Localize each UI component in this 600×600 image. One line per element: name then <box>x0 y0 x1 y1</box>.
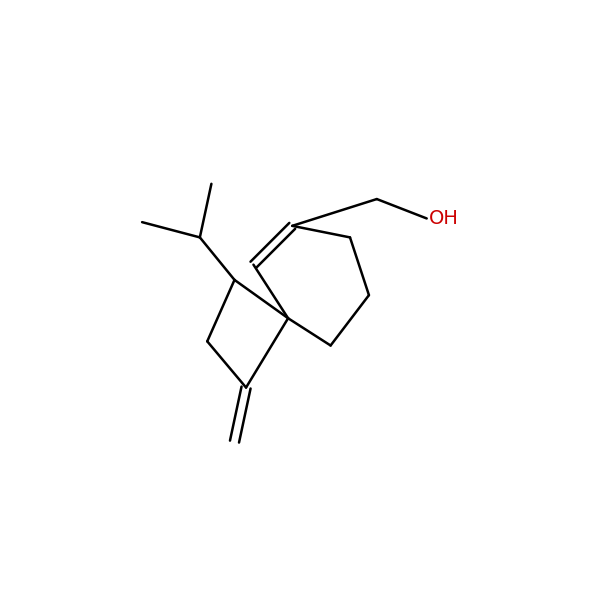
Text: OH: OH <box>429 209 459 228</box>
